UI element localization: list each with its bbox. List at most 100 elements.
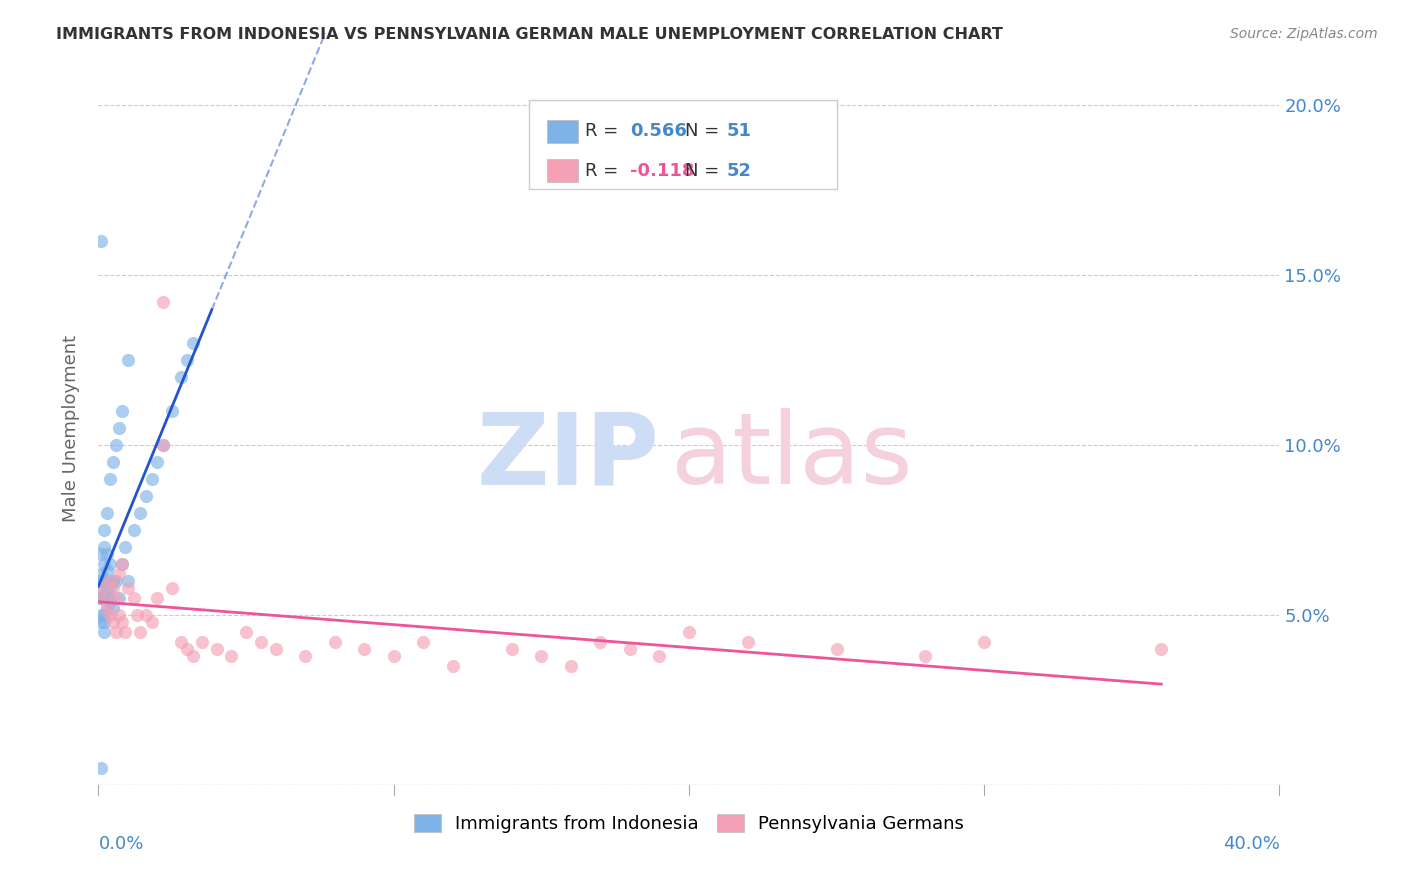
Point bbox=[678, 625, 700, 640]
Point bbox=[96, 506, 118, 520]
Point bbox=[152, 438, 174, 452]
Point bbox=[825, 642, 848, 657]
Point bbox=[135, 489, 157, 503]
Point bbox=[530, 648, 553, 663]
Point bbox=[294, 648, 316, 663]
Legend: Immigrants from Indonesia, Pennsylvania Germans: Immigrants from Indonesia, Pennsylvania … bbox=[406, 806, 972, 840]
Point bbox=[162, 404, 183, 418]
Text: N =: N = bbox=[685, 122, 725, 140]
Point bbox=[181, 648, 204, 663]
Point bbox=[141, 615, 163, 629]
Point bbox=[103, 615, 125, 629]
Text: ZIP: ZIP bbox=[477, 409, 659, 505]
Point bbox=[90, 615, 112, 629]
Point bbox=[108, 608, 131, 623]
Point bbox=[181, 336, 204, 351]
Point bbox=[90, 591, 112, 605]
Point bbox=[973, 635, 995, 649]
Point bbox=[162, 581, 183, 595]
Point bbox=[250, 635, 273, 649]
Point bbox=[105, 625, 128, 640]
Point bbox=[98, 472, 121, 486]
Point bbox=[221, 648, 243, 663]
Point bbox=[108, 567, 131, 582]
Point bbox=[96, 547, 118, 561]
FancyBboxPatch shape bbox=[547, 159, 578, 182]
Point bbox=[90, 547, 112, 561]
Point bbox=[323, 635, 346, 649]
Text: R =: R = bbox=[585, 122, 624, 140]
Point bbox=[103, 455, 125, 469]
Point bbox=[619, 642, 641, 657]
Point bbox=[122, 523, 145, 537]
Point bbox=[89, 574, 111, 588]
Point bbox=[191, 635, 214, 649]
Point bbox=[108, 421, 131, 435]
Point bbox=[128, 506, 150, 520]
FancyBboxPatch shape bbox=[530, 100, 837, 189]
Point bbox=[90, 581, 112, 595]
Text: N =: N = bbox=[685, 161, 725, 179]
Point bbox=[105, 591, 128, 605]
Point bbox=[108, 591, 131, 605]
Point bbox=[90, 581, 112, 595]
Point bbox=[105, 438, 128, 452]
Point bbox=[89, 591, 111, 605]
Point bbox=[90, 761, 112, 775]
Point bbox=[135, 608, 157, 623]
Point bbox=[93, 574, 115, 588]
Point bbox=[90, 608, 112, 623]
Point bbox=[111, 557, 134, 571]
Point bbox=[170, 370, 193, 384]
Point bbox=[96, 564, 118, 578]
Text: Source: ZipAtlas.com: Source: ZipAtlas.com bbox=[1230, 27, 1378, 41]
Point bbox=[114, 625, 136, 640]
Point bbox=[111, 404, 134, 418]
Text: -0.118: -0.118 bbox=[630, 161, 695, 179]
Point bbox=[98, 574, 121, 588]
Y-axis label: Male Unemployment: Male Unemployment bbox=[62, 334, 80, 522]
Point bbox=[117, 581, 139, 595]
Point bbox=[98, 608, 121, 623]
Point bbox=[125, 608, 148, 623]
Point bbox=[96, 601, 118, 615]
Point bbox=[114, 540, 136, 554]
Point bbox=[105, 574, 128, 588]
Point bbox=[93, 625, 115, 640]
Point bbox=[128, 625, 150, 640]
Text: 40.0%: 40.0% bbox=[1223, 835, 1279, 853]
Text: 0.566: 0.566 bbox=[630, 122, 686, 140]
Point bbox=[737, 635, 759, 649]
Point bbox=[103, 601, 125, 615]
Point bbox=[117, 353, 139, 368]
Point bbox=[93, 591, 115, 605]
Point bbox=[353, 642, 375, 657]
Point bbox=[93, 608, 115, 623]
Point bbox=[1150, 642, 1173, 657]
Point bbox=[93, 523, 115, 537]
Point bbox=[93, 557, 115, 571]
Point bbox=[264, 642, 287, 657]
Point bbox=[441, 659, 464, 673]
Point bbox=[560, 659, 582, 673]
Text: IMMIGRANTS FROM INDONESIA VS PENNSYLVANIA GERMAN MALE UNEMPLOYMENT CORRELATION C: IMMIGRANTS FROM INDONESIA VS PENNSYLVANI… bbox=[56, 27, 1002, 42]
Point bbox=[111, 557, 134, 571]
Text: 52: 52 bbox=[727, 161, 752, 179]
Point bbox=[93, 591, 115, 605]
Point bbox=[141, 472, 163, 486]
Point bbox=[235, 625, 257, 640]
Point bbox=[382, 648, 405, 663]
FancyBboxPatch shape bbox=[547, 120, 578, 143]
Point bbox=[152, 438, 174, 452]
Point bbox=[103, 581, 125, 595]
Point bbox=[501, 642, 523, 657]
Point bbox=[103, 574, 125, 588]
Point bbox=[176, 642, 198, 657]
Point bbox=[93, 540, 115, 554]
Point bbox=[98, 557, 121, 571]
Point bbox=[93, 615, 115, 629]
Point bbox=[122, 591, 145, 605]
Point bbox=[98, 594, 121, 608]
Point bbox=[412, 635, 434, 649]
Point bbox=[96, 584, 118, 599]
